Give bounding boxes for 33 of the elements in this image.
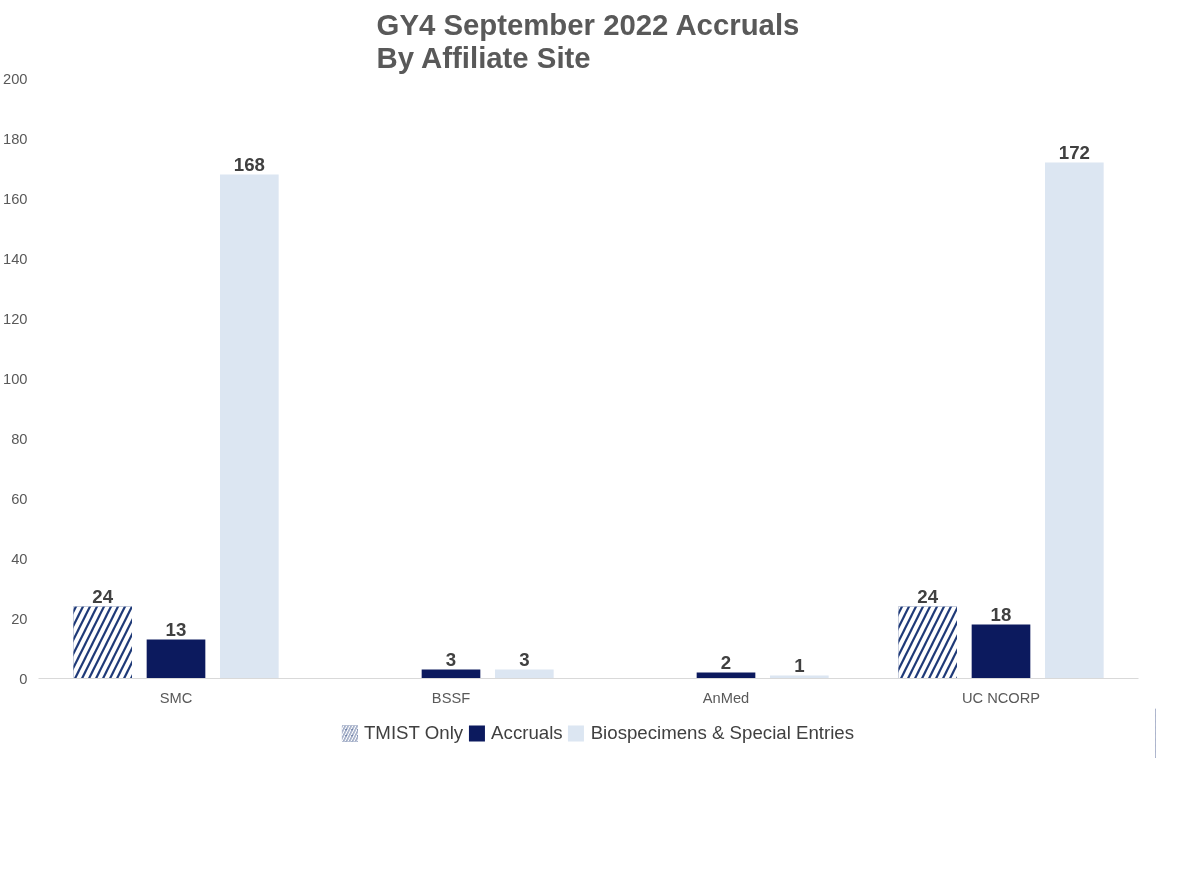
legend-label: TMIST Only: [363, 722, 464, 744]
data-label: 18: [990, 603, 1012, 625]
bar: [971, 624, 1031, 679]
y-tick-label: 200: [3, 70, 28, 87]
legend-label: Biospecimens & Special Entries: [590, 722, 855, 744]
x-tick-label: SMC: [159, 689, 193, 706]
data-label: 2: [720, 651, 732, 673]
data-label: 3: [519, 648, 530, 670]
y-tick-label: 40: [11, 550, 28, 567]
y-tick-label: 120: [3, 310, 28, 327]
y-tick-label: 0: [19, 670, 28, 687]
data-label: 1: [794, 654, 805, 676]
chart-title: GY4 September 2022 Accruals By Affiliate Site: [376, 7, 800, 74]
bar: [220, 174, 279, 679]
data-label: 168: [233, 153, 265, 175]
data-label: 24: [92, 585, 114, 607]
x-tick-label: AnMed: [702, 689, 750, 706]
data-label: 172: [1058, 141, 1090, 163]
y-tick-label: 20: [11, 610, 28, 627]
bar: [1045, 162, 1104, 679]
x-tick-label: BSSF: [431, 689, 471, 706]
data-label: 24: [917, 585, 939, 607]
x-tick-label: UC NCORP: [961, 689, 1041, 706]
y-tick-label: 80: [11, 430, 28, 447]
legend-label: Accruals: [491, 722, 563, 744]
y-tick-label: 100: [3, 370, 28, 387]
y-tick-label: 160: [3, 190, 28, 207]
y-tick-label: 180: [3, 130, 28, 147]
y-tick-label: 140: [3, 250, 28, 267]
data-label: 3: [445, 648, 457, 670]
y-tick-label: 60: [11, 490, 28, 507]
bar: [146, 639, 206, 679]
data-label: 13: [165, 618, 187, 640]
